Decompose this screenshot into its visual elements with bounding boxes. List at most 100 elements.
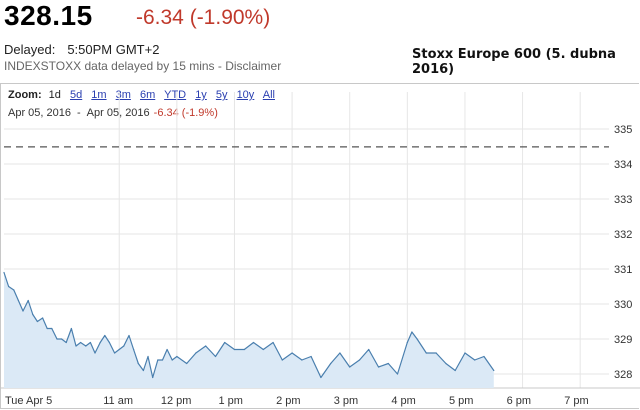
price-point — [80, 341, 82, 344]
price-point — [27, 299, 29, 302]
chart-panel: Zoom: 1d 5d 1m 3m 6m YTD 1y 5y 10y All A… — [0, 83, 640, 409]
price-point — [94, 352, 96, 354]
price-point — [368, 348, 370, 351]
y-tick-label: 331 — [614, 264, 632, 276]
price-point — [17, 299, 20, 302]
last-price: 328.15 — [4, 0, 93, 31]
price-point — [36, 320, 39, 323]
x-tick-label: 1 pm — [218, 395, 242, 407]
price-point — [3, 271, 5, 274]
price-point — [243, 348, 245, 351]
price-point — [262, 348, 264, 351]
delayed-label: Delayed: — [4, 42, 56, 57]
price-point — [464, 352, 466, 354]
y-tick-label: 328 — [614, 369, 632, 381]
y-tick-label: 330 — [614, 299, 632, 311]
price-point — [233, 348, 236, 351]
price-point — [349, 366, 351, 368]
x-tick-label: 2 pm — [276, 395, 300, 407]
zoom-bar: Zoom: 1d 5d 1m 3m 6m YTD 1y 5y 10y All — [8, 89, 281, 101]
zoom-all[interactable]: All — [262, 89, 275, 101]
x-tick-label: 7 pm — [564, 395, 588, 407]
price-point — [70, 327, 73, 330]
zoom-1m[interactable]: 1m — [91, 89, 107, 101]
price-point — [387, 362, 389, 365]
price-point — [214, 355, 217, 358]
x-tick-label: 3 pm — [334, 395, 358, 407]
price-point — [123, 345, 125, 347]
price-point — [483, 355, 485, 358]
price-point — [493, 369, 495, 372]
price-point — [425, 352, 427, 354]
y-tick-label: 333 — [614, 194, 632, 206]
range-from[interactable]: Apr 05, 2016 — [8, 107, 71, 119]
price-point — [281, 359, 283, 361]
price-point — [474, 359, 476, 361]
price-point — [310, 355, 312, 358]
price-point — [186, 362, 188, 365]
zoom-1y[interactable]: 1y — [195, 89, 207, 101]
price-point — [161, 359, 164, 361]
price-point — [358, 359, 361, 361]
y-tick-label: 332 — [614, 229, 632, 241]
price-point — [46, 327, 48, 330]
delayed-time: 5:50PM GMT+2 — [67, 42, 160, 57]
price-point — [445, 362, 447, 365]
price-chart: 335 334 333 332 331 330 329 328 Tue Apr 5 11 am 12… — [1, 92, 640, 407]
y-tick-label: 334 — [614, 159, 632, 171]
zoom-label: Zoom: — [8, 89, 42, 101]
x-tick-label: 5 pm — [449, 395, 473, 407]
price-point — [416, 338, 418, 340]
price-point — [377, 366, 380, 368]
price-point — [252, 341, 255, 344]
price-point — [108, 341, 111, 344]
price-point — [435, 352, 437, 354]
price-area-fill — [4, 272, 494, 388]
price-point — [320, 376, 322, 379]
range-separator: - — [77, 107, 81, 119]
price-point — [411, 331, 413, 333]
price-point — [195, 352, 197, 354]
price-point — [114, 352, 116, 354]
y-tick-label: 335 — [614, 124, 632, 136]
price-point — [454, 369, 456, 372]
date-range: Apr 05, 2016- Apr 05, 2016 -6.34 (-1.9%) — [8, 107, 218, 119]
price-point — [85, 345, 87, 347]
range-change: -6.34 (-1.9%) — [153, 107, 218, 119]
price-point — [99, 341, 101, 344]
price-change: -6.34 (-1.90%) — [136, 6, 271, 29]
price-point — [75, 345, 77, 347]
range-to[interactable]: Apr 05, 2016 — [86, 107, 150, 119]
price-point — [104, 334, 106, 337]
price-point — [224, 341, 226, 344]
zoom-ytd[interactable]: YTD — [164, 89, 187, 101]
price-point — [396, 373, 399, 375]
price-point — [118, 348, 120, 351]
price-point — [272, 341, 274, 344]
price-point — [152, 376, 154, 379]
price-point — [61, 338, 63, 340]
price-point — [32, 313, 34, 316]
delayed-info: Delayed: 5:50PM GMT+2 — [4, 42, 159, 57]
price-point — [89, 341, 92, 344]
zoom-10y[interactable]: 10y — [236, 89, 255, 101]
price-point — [13, 289, 15, 291]
x-tick-label: Tue Apr 5 — [5, 395, 52, 407]
price-point — [133, 348, 135, 351]
price-point — [330, 362, 332, 365]
price-point — [171, 359, 173, 361]
zoom-5y[interactable]: 5y — [215, 89, 228, 101]
zoom-1d[interactable]: 1d — [48, 89, 61, 101]
price-point — [56, 338, 58, 340]
y-tick-label: 329 — [614, 334, 632, 346]
zoom-6m[interactable]: 6m — [139, 89, 156, 101]
x-tick-label: 12 pm — [161, 395, 192, 407]
price-point — [22, 310, 24, 312]
price-point — [406, 341, 408, 344]
price-point — [301, 359, 303, 361]
zoom-5d[interactable]: 5d — [69, 89, 83, 101]
price-point — [147, 355, 149, 358]
x-tick-label: 11 am — [103, 395, 133, 407]
price-point — [166, 348, 168, 351]
data-source-note: INDEXSTOXX data delayed by 15 mins - Dis… — [4, 59, 282, 73]
